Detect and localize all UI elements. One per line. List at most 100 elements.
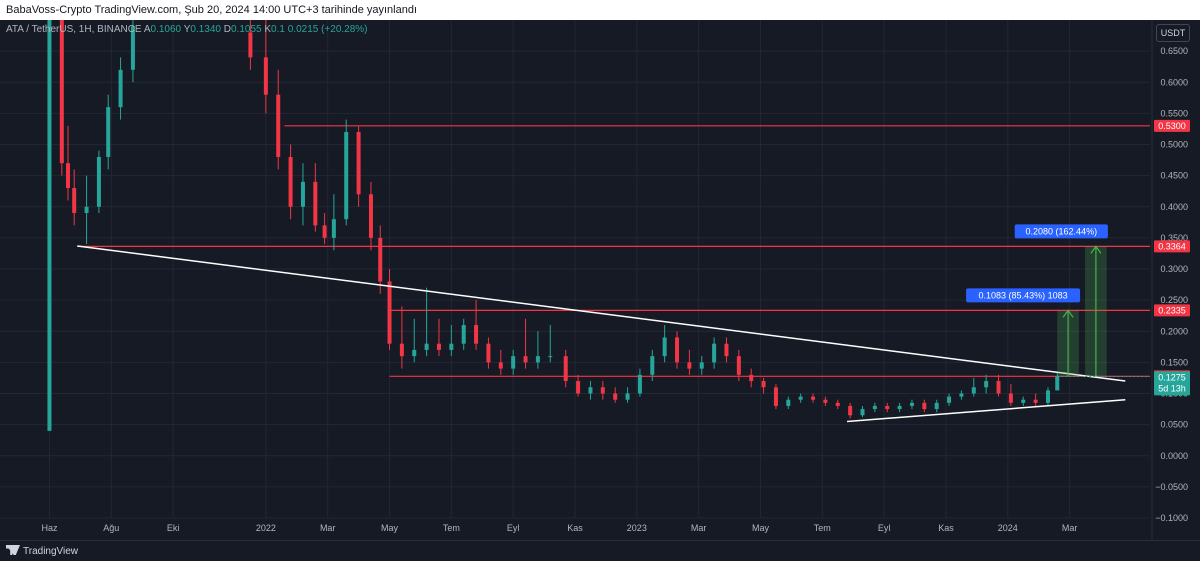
candle-body	[699, 362, 704, 369]
x-tick-label: May	[381, 523, 399, 533]
high-value: 0.1340	[190, 24, 221, 35]
candle-body	[461, 325, 466, 344]
candle-body	[897, 405, 902, 410]
candle-body	[356, 132, 361, 195]
high-label: Y	[183, 24, 191, 35]
open-value: 0.1060	[150, 24, 182, 35]
candle-body	[66, 163, 71, 189]
candle-body	[848, 405, 853, 416]
chart-background	[0, 20, 1200, 540]
x-tick-label: 2023	[627, 523, 647, 533]
candle-body	[96, 156, 101, 207]
candle-body	[449, 343, 454, 350]
candle-body	[823, 399, 828, 403]
candle-body	[498, 362, 503, 369]
y-tick-label: 0.5500	[1160, 108, 1188, 118]
x-tick-label: 2024	[998, 523, 1018, 533]
candle-body	[313, 181, 318, 226]
candle-body	[736, 356, 741, 375]
candle-body	[331, 219, 336, 238]
candle-body	[1033, 399, 1038, 403]
candle-body	[288, 156, 293, 207]
candle-body	[548, 356, 553, 358]
candle-body	[399, 343, 404, 357]
level-price-tag	[1154, 119, 1190, 132]
candle-body	[276, 94, 281, 157]
candle-body	[947, 396, 952, 403]
close-label: K	[264, 24, 272, 35]
measure-label-bg	[966, 288, 1081, 303]
change-value: 0.0215 (+20.28%)	[287, 24, 368, 35]
currency-button[interactable]: USDT	[1156, 24, 1190, 42]
candle-body	[106, 107, 111, 157]
candle-body	[474, 325, 479, 344]
y-tick-label: 0.0000	[1160, 451, 1188, 461]
candle-body	[835, 402, 840, 406]
y-tick-label: 0.3500	[1160, 233, 1188, 243]
candle-body	[387, 281, 392, 344]
y-tick-label: 0.4500	[1160, 171, 1188, 181]
level-price-label: 0.2335	[1158, 305, 1186, 315]
candle-body	[860, 409, 865, 416]
y-tick-label: −0.1000	[1155, 513, 1188, 523]
level-price-tag	[1154, 240, 1190, 253]
candle-body	[761, 381, 766, 388]
x-tick-label: Eyl	[878, 523, 891, 533]
low-label: D	[223, 24, 231, 35]
bar-countdown-label: 5d 13h	[1158, 383, 1186, 393]
candle-body	[344, 132, 349, 220]
footer-bar: TradingView	[0, 540, 1200, 561]
y-tick-label: 0.6500	[1160, 46, 1188, 56]
candle-body	[712, 343, 717, 363]
x-tick-label: Mar	[320, 523, 336, 533]
candle-body	[248, 32, 253, 58]
price-chart[interactable]: −0.1000−0.05000.00000.05000.10000.15000.…	[0, 20, 1200, 540]
candle-body	[563, 356, 568, 382]
candle-body	[118, 69, 123, 108]
x-tick-label: Tem	[443, 523, 460, 533]
candle-body	[1008, 393, 1013, 403]
candle-body	[798, 396, 803, 400]
candle-body	[959, 393, 964, 397]
x-tick-label: Ağu	[103, 523, 119, 533]
candle-body	[613, 393, 618, 400]
candle-body	[984, 381, 989, 388]
x-tick-label: May	[752, 523, 770, 533]
candle-body	[576, 381, 581, 394]
candle-body	[996, 381, 1001, 394]
candle-body	[749, 374, 754, 382]
measure-label: 0.2080 (162.44%)	[1026, 226, 1098, 236]
tradingview-logo[interactable]: TradingView	[6, 545, 78, 557]
candle-body	[1055, 376, 1060, 391]
y-tick-label: 0.0500	[1160, 420, 1188, 430]
candle-body	[971, 387, 976, 394]
symbol-legend: ATA / TetherUS, 1H, BINANCE A0.1060 Y0.1…	[6, 24, 368, 35]
trend-line	[77, 245, 1126, 382]
candle-body	[300, 181, 305, 207]
measure-label-bg	[1014, 224, 1108, 239]
candle-body	[412, 349, 417, 357]
low-value: 0.1055	[231, 24, 262, 35]
close-value: 0.1	[271, 24, 285, 35]
candle-body	[59, 20, 64, 164]
candle-body	[47, 20, 52, 431]
level-price-label: 0.5300	[1158, 121, 1186, 131]
x-tick-label: 2022	[256, 523, 276, 533]
candle-body	[675, 337, 680, 363]
candle-body	[436, 343, 441, 350]
candle-body	[934, 402, 939, 410]
y-tick-label: 0.2500	[1160, 295, 1188, 305]
measure-arrow-head	[1090, 245, 1102, 254]
candle-body	[368, 194, 373, 238]
x-tick-label: Mar	[691, 523, 707, 533]
candle-body	[1045, 390, 1050, 403]
candle-body	[1021, 399, 1026, 403]
candle-body	[786, 399, 791, 406]
candle-body	[637, 374, 642, 394]
publish-info-text: BabaVoss-Crypto TradingView.com, Şub 20,…	[6, 4, 418, 16]
tradingview-logo-icon	[6, 545, 20, 555]
candle-body	[523, 356, 528, 363]
candle-body	[72, 188, 77, 213]
x-tick-label: Eyl	[507, 523, 520, 533]
y-tick-label: 0.1500	[1160, 357, 1188, 367]
